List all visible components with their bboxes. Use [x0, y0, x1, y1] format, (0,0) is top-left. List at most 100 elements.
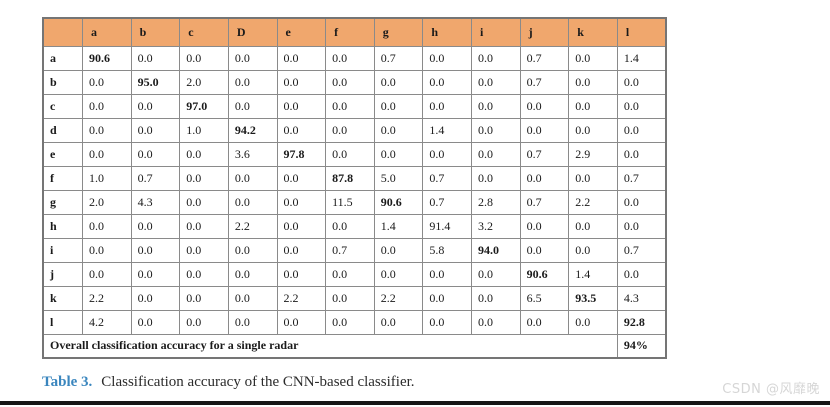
- matrix-cell-a-D: 0.0: [227, 45, 278, 71]
- matrix-cell-k-e: 2.2: [276, 285, 327, 311]
- matrix-cell-d-h: 1.4: [422, 117, 472, 143]
- matrix-cell-l-a: 4.2: [82, 309, 132, 335]
- matrix-cell-e-c: 0.0: [179, 141, 229, 167]
- matrix-row-c: c 0.0 0.0 97.0 0.0 0.0 0.0 0.0 0.0 0.0 0.0 0.0 0.0: [42, 93, 667, 119]
- matrix-cell-h-D: 2.2: [227, 213, 278, 239]
- matrix-cell-j-h: 0.0: [422, 261, 472, 287]
- matrix-cell-d-l: 0.0: [616, 117, 667, 143]
- matrix-cell-a-l: 1.4: [616, 45, 667, 71]
- matrix-cell-i-c: 0.0: [179, 237, 229, 263]
- matrix-cell-c-c: 97.0: [179, 93, 229, 119]
- matrix-cell-k-g: 2.2: [373, 285, 424, 311]
- matrix-row-d: d 0.0 0.0 1.0 94.2 0.0 0.0 0.0 1.4 0.0 0.0 0.0 0.0: [42, 117, 667, 143]
- matrix-cell-e-f: 0.0: [325, 141, 375, 167]
- matrix-cell-h-k: 0.0: [568, 213, 618, 239]
- matrix-cell-b-h: 0.0: [422, 69, 472, 95]
- column-header-c: c: [179, 17, 229, 47]
- matrix-cell-l-D: 0.0: [227, 309, 278, 335]
- matrix-cell-k-a: 2.2: [82, 285, 132, 311]
- matrix-cell-d-g: 0.0: [373, 117, 424, 143]
- matrix-cell-f-c: 0.0: [179, 165, 229, 191]
- column-header-j: j: [519, 17, 570, 47]
- matrix-cell-l-i: 0.0: [471, 309, 521, 335]
- matrix-row-e: e 0.0 0.0 0.0 3.6 97.8 0.0 0.0 0.0 0.0 0.7 2.9 0.0: [42, 141, 667, 167]
- matrix-cell-g-g: 90.6: [373, 189, 424, 215]
- matrix-cell-j-D: 0.0: [227, 261, 278, 287]
- matrix-cell-h-j: 0.0: [519, 213, 570, 239]
- column-header-f: f: [325, 17, 375, 47]
- matrix-cell-c-D: 0.0: [227, 93, 278, 119]
- row-label-c: c: [42, 93, 83, 119]
- matrix-cell-f-k: 0.0: [568, 165, 618, 191]
- matrix-cell-c-f: 0.0: [325, 93, 375, 119]
- matrix-cell-f-g: 5.0: [373, 165, 424, 191]
- matrix-cell-i-a: 0.0: [82, 237, 132, 263]
- column-header-h: h: [422, 17, 472, 47]
- matrix-cell-d-D: 94.2: [227, 117, 278, 143]
- matrix-cell-b-g: 0.0: [373, 69, 424, 95]
- row-label-l: l: [42, 309, 83, 335]
- matrix-cell-d-a: 0.0: [82, 117, 132, 143]
- matrix-cell-j-c: 0.0: [179, 261, 229, 287]
- matrix-row-k: k 2.2 0.0 0.0 0.0 2.2 0.0 2.2 0.0 0.0 6.5 93.5 4.3: [42, 285, 667, 311]
- matrix-cell-g-b: 4.3: [130, 189, 181, 215]
- matrix-cell-a-f: 0.0: [325, 45, 375, 71]
- matrix-cell-a-j: 0.7: [519, 45, 570, 71]
- matrix-cell-f-e: 0.0: [276, 165, 327, 191]
- matrix-cell-j-f: 0.0: [325, 261, 375, 287]
- matrix-row-g: g 2.0 4.3 0.0 0.0 0.0 11.5 90.6 0.7 2.8 0.7 2.2 0.0: [42, 189, 667, 215]
- matrix-cell-f-a: 1.0: [82, 165, 132, 191]
- matrix-cell-g-e: 0.0: [276, 189, 327, 215]
- matrix-cell-d-c: 1.0: [179, 117, 229, 143]
- overall-accuracy-label: Overall classification accuracy for a si…: [42, 333, 618, 359]
- matrix-cell-i-i: 94.0: [471, 237, 521, 263]
- matrix-cell-d-e: 0.0: [276, 117, 327, 143]
- matrix-cell-e-h: 0.0: [422, 141, 472, 167]
- row-label-k: k: [42, 285, 83, 311]
- matrix-cell-h-l: 0.0: [616, 213, 667, 239]
- matrix-cell-d-f: 0.0: [325, 117, 375, 143]
- row-label-f: f: [42, 165, 83, 191]
- matrix-cell-d-k: 0.0: [568, 117, 618, 143]
- column-header-l: l: [616, 17, 667, 47]
- row-label-i: i: [42, 237, 83, 263]
- matrix-cell-f-h: 0.7: [422, 165, 472, 191]
- matrix-cell-j-i: 0.0: [471, 261, 521, 287]
- matrix-cell-c-j: 0.0: [519, 93, 570, 119]
- matrix-cell-j-e: 0.0: [276, 261, 327, 287]
- matrix-cell-e-i: 0.0: [471, 141, 521, 167]
- matrix-cell-h-c: 0.0: [179, 213, 229, 239]
- matrix-cell-b-D: 0.0: [227, 69, 278, 95]
- matrix-cell-a-c: 0.0: [179, 45, 229, 71]
- matrix-cell-g-l: 0.0: [616, 189, 667, 215]
- matrix-cell-b-b: 95.0: [130, 69, 181, 95]
- matrix-cell-h-i: 3.2: [471, 213, 521, 239]
- matrix-cell-l-j: 0.0: [519, 309, 570, 335]
- matrix-cell-k-f: 0.0: [325, 285, 375, 311]
- row-label-g: g: [42, 189, 83, 215]
- row-label-j: j: [42, 261, 83, 287]
- matrix-cell-l-f: 0.0: [325, 309, 375, 335]
- matrix-cell-j-a: 0.0: [82, 261, 132, 287]
- row-label-b: b: [42, 69, 83, 95]
- matrix-cell-c-a: 0.0: [82, 93, 132, 119]
- matrix-cell-a-a: 90.6: [82, 45, 132, 71]
- matrix-cell-a-k: 0.0: [568, 45, 618, 71]
- matrix-cell-d-b: 0.0: [130, 117, 181, 143]
- matrix-cell-d-j: 0.0: [519, 117, 570, 143]
- matrix-cell-l-l: 92.8: [616, 309, 667, 335]
- matrix-cell-h-e: 0.0: [276, 213, 327, 239]
- matrix-cell-i-h: 5.8: [422, 237, 472, 263]
- matrix-cell-c-k: 0.0: [568, 93, 618, 119]
- matrix-cell-f-f: 87.8: [325, 165, 375, 191]
- matrix-cell-h-g: 1.4: [373, 213, 424, 239]
- column-header-a: a: [82, 17, 132, 47]
- matrix-cell-k-b: 0.0: [130, 285, 181, 311]
- table-caption-text: Classification accuracy of the CNN-based…: [101, 374, 415, 390]
- matrix-cell-h-h: 91.4: [422, 213, 472, 239]
- matrix-cell-i-l: 0.7: [616, 237, 667, 263]
- matrix-cell-c-e: 0.0: [276, 93, 327, 119]
- matrix-cell-k-i: 0.0: [471, 285, 521, 311]
